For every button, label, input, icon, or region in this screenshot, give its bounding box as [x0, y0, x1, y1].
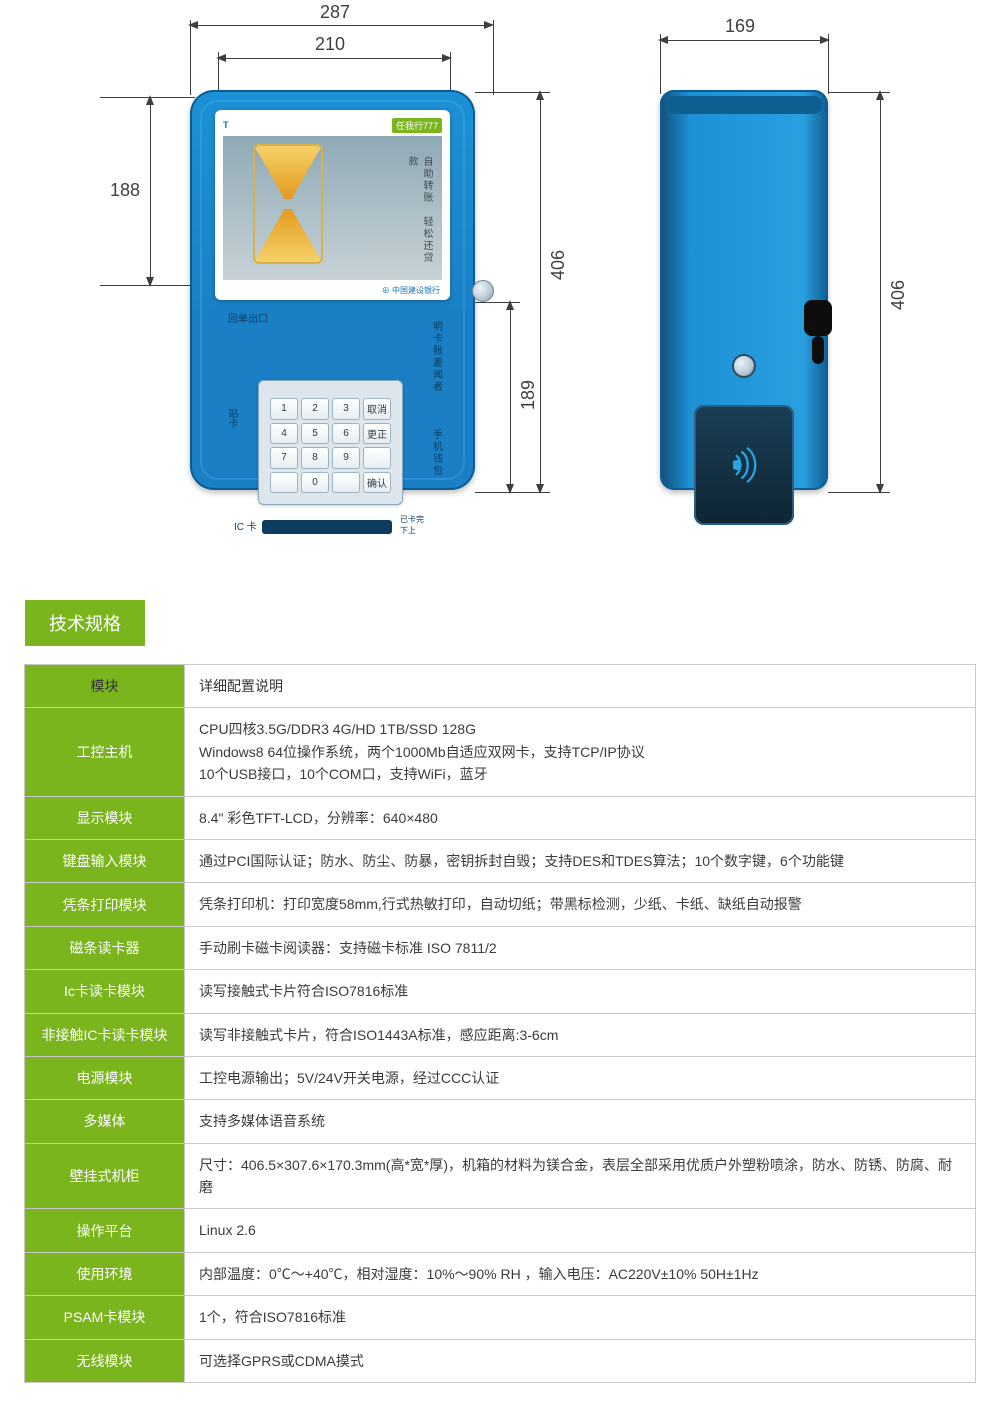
desc-cell: 通过PCI国际认证；防水、防尘、防暴，密钥拆封自毁；支持DES和TDES算法；1… — [185, 839, 976, 882]
module-cell: 无线模块 — [25, 1339, 185, 1382]
desc-cell: 读写接触式卡片符合ISO7816标准 — [185, 970, 976, 1013]
key-2: 2 — [301, 398, 329, 420]
device-side-view — [660, 90, 828, 490]
desc-cell: CPU四核3.5G/DDR3 4G/HD 1TB/SSD 128G Window… — [185, 708, 976, 796]
label-receipt-exit: 回单出口 — [228, 310, 268, 325]
key-blank — [363, 447, 391, 469]
dim-287: 287 — [320, 2, 350, 23]
key-确认: 确认 — [363, 472, 391, 494]
module-cell: 磁条读卡器 — [25, 926, 185, 969]
key-1: 1 — [270, 398, 298, 420]
module-cell: 非接触IC卡读卡模块 — [25, 1013, 185, 1056]
module-cell: 使用环境 — [25, 1252, 185, 1295]
desc-cell: 凭条打印机：打印宽度58mm,行式热敏打印，自动切纸；带黑标检测，少纸、卡纸、缺… — [185, 883, 976, 926]
dim-169: 169 — [725, 16, 755, 37]
key-更正: 更正 — [363, 423, 391, 445]
label-card-review: 明卡账差闻者 — [429, 322, 447, 394]
key-6: 6 — [332, 423, 360, 445]
key-3: 3 — [332, 398, 360, 420]
desc-cell: 可选择GPRS或CDMA摸式 — [185, 1339, 976, 1382]
screen-ad-text: 自助转账 轻松还贷款 — [354, 156, 434, 266]
desc-cell: 工控电源输出；5V/24V开关电源，经过CCC认证 — [185, 1056, 976, 1099]
bank-logo: ⊕ 中国建设银行 — [382, 285, 440, 296]
key-8: 8 — [301, 447, 329, 469]
module-cell: 键盘输入模块 — [25, 839, 185, 882]
section-title: 技术规格 — [25, 600, 145, 646]
side-knob — [472, 280, 494, 302]
module-cell: 多媒体 — [25, 1100, 185, 1143]
nfc-icon — [722, 443, 766, 487]
module-cell: 凭条打印模块 — [25, 883, 185, 926]
module-cell: PSAM卡模块 — [25, 1296, 185, 1339]
module-cell: 工控主机 — [25, 708, 185, 796]
desc-cell: Linux 2.6 — [185, 1209, 976, 1252]
dim-210: 210 — [315, 34, 345, 55]
module-cell: 电源模块 — [25, 1056, 185, 1099]
spec-table: 模块 详细配置说明 工控主机CPU四核3.5G/DDR3 4G/HD 1TB/S… — [24, 664, 976, 1383]
key-7: 7 — [270, 447, 298, 469]
brand-logo: T — [223, 120, 229, 130]
hourglass-graphic — [253, 144, 323, 264]
desc-cell: 读写非接触式卡片，符合ISO1443A标准，感应距离:3-6cm — [185, 1013, 976, 1056]
display-screen: T 任我行777 自助转账 轻松还贷款 ⊕ 中国建设银行 — [215, 110, 450, 300]
technical-drawing: 287 210 188 406 189 169 406 T 任我行 — [0, 0, 1000, 570]
module-cell: 显示模块 — [25, 796, 185, 839]
desc-cell: 支持多媒体语音系统 — [185, 1100, 976, 1143]
key-4: 4 — [270, 423, 298, 445]
key-blank — [270, 472, 298, 494]
dim-188: 188 — [110, 180, 140, 201]
side-button — [732, 354, 756, 378]
desc-cell: 8.4" 彩色TFT-LCD，分辨率：640×480 — [185, 796, 976, 839]
side-plug — [804, 300, 832, 336]
label-offline: 已卡完 下上 — [400, 514, 424, 536]
key-blank — [332, 472, 360, 494]
module-cell: 操作平台 — [25, 1209, 185, 1252]
module-cell: 壁挂式机柜 — [25, 1143, 185, 1209]
dim-406-front: 406 — [548, 250, 569, 280]
label-ic: IC 卡 — [234, 518, 257, 533]
col-desc-header: 详细配置说明 — [185, 665, 976, 708]
key-0: 0 — [301, 472, 329, 494]
key-5: 5 — [301, 423, 329, 445]
label-card-stick: 贴卡 — [224, 408, 239, 428]
dim-189: 189 — [518, 380, 539, 410]
key-取消: 取消 — [363, 398, 391, 420]
label-mobile-wallet: 手机钱包 — [429, 430, 447, 478]
dim-406-side: 406 — [888, 280, 909, 310]
device-front-view: T 任我行777 自助转账 轻松还贷款 ⊕ 中国建设银行 回单出口 贴卡 明卡账… — [190, 90, 475, 490]
screen-badge: 任我行777 — [392, 118, 442, 133]
desc-cell: 尺寸：406.5×307.6×170.3mm(高*宽*厚)，机箱的材料为镁合金，… — [185, 1143, 976, 1209]
desc-cell: 手动刷卡磁卡阅读器：支持磁卡标准 ISO 7811/2 — [185, 926, 976, 969]
nfc-panel — [694, 405, 794, 525]
desc-cell: 内部温度：0℃～+40℃，相对湿度：10%～90% RH ，输入电压：AC220… — [185, 1252, 976, 1295]
ic-card-slot — [262, 520, 392, 534]
key-9: 9 — [332, 447, 360, 469]
keypad: 123取消 456更正 7890 确认 — [258, 380, 403, 505]
desc-cell: 1个，符合ISO7816标准 — [185, 1296, 976, 1339]
module-cell: Ic卡读卡模块 — [25, 970, 185, 1013]
col-module-header: 模块 — [25, 665, 185, 708]
